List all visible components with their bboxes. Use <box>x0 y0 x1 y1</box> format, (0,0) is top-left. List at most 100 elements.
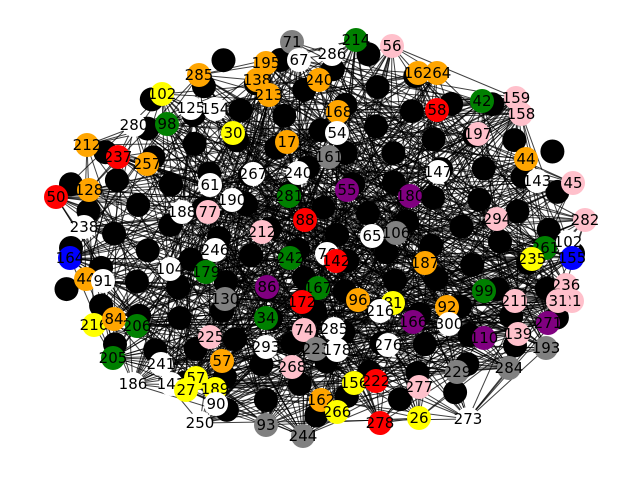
node-label: 205 <box>99 349 128 367</box>
graph-node-unlabeled <box>102 221 126 246</box>
graph-node-unlabeled <box>239 243 264 268</box>
graph-node: 128 <box>75 178 103 202</box>
node-label: 45 <box>563 174 582 192</box>
node-circle <box>368 411 392 435</box>
graph-node: 164 <box>56 246 84 270</box>
node-label: 187 <box>411 254 440 272</box>
node-circle <box>198 173 222 197</box>
graph-node: 300 <box>435 312 464 336</box>
node-circle <box>364 369 388 393</box>
node-circle <box>514 147 538 171</box>
node-label: 34 <box>256 309 275 327</box>
graph-node: 186 <box>119 372 148 396</box>
node-circle <box>306 276 330 300</box>
graph-node: 293 <box>252 335 280 359</box>
node-label: 90 <box>206 395 225 413</box>
node-circle <box>275 130 299 154</box>
node-circle <box>425 61 449 85</box>
graph-node: 88 <box>293 208 317 232</box>
graph-node: 102 <box>148 82 177 106</box>
graph-edge <box>265 346 355 384</box>
node-label: 102 <box>148 85 177 103</box>
graph-node: 26 <box>407 406 431 430</box>
graph-node-unlabeled <box>222 327 247 352</box>
graph-node-unlabeled <box>488 229 512 254</box>
node-label: 130 <box>211 290 240 308</box>
graph-node-unlabeled <box>460 252 485 277</box>
graph-node: 54 <box>325 121 349 145</box>
node-circle <box>135 152 159 176</box>
graph-node: 17 <box>275 130 299 154</box>
node-circle <box>220 188 244 212</box>
node-label: 229 <box>443 363 472 381</box>
node-label: 179 <box>192 263 221 281</box>
graph-node: 213 <box>255 83 283 107</box>
node-label: 110 <box>470 329 499 347</box>
node-circle <box>326 100 350 124</box>
node-circle <box>325 121 349 145</box>
node-label: 139 <box>504 325 533 343</box>
node-label: 88 <box>295 211 314 229</box>
graph-node: 90 <box>204 392 228 416</box>
graph-node: 193 <box>532 336 560 360</box>
graph-node: 238 <box>70 215 99 239</box>
node-label: 280 <box>120 116 149 134</box>
node-circle <box>158 257 182 281</box>
node-label: 67 <box>289 51 308 69</box>
node-circle <box>324 249 348 273</box>
node-circle <box>286 161 310 185</box>
node-circle <box>221 121 245 145</box>
graph-node-unlabeled <box>135 238 160 263</box>
node-circle <box>472 279 496 303</box>
node-circle <box>344 28 368 52</box>
graph-node-unlabeled <box>228 98 253 123</box>
node-circle <box>335 178 359 202</box>
graph-node: 42 <box>470 89 494 113</box>
node-label: 300 <box>435 315 464 333</box>
node-circle <box>485 207 509 231</box>
node-circle <box>506 322 530 346</box>
graph-node-unlabeled <box>364 114 389 139</box>
graph-node-unlabeled <box>412 332 437 357</box>
node-circle <box>149 352 173 376</box>
node-circle <box>155 112 179 136</box>
node-circle <box>307 68 331 92</box>
node-label: 84 <box>104 310 123 328</box>
graph-node: 84 <box>102 307 126 331</box>
node-circle <box>368 299 392 323</box>
node-label: 271 <box>534 314 563 332</box>
graph-node: 162 <box>404 61 432 85</box>
graph-node: 273 <box>454 407 482 431</box>
graph-node: 96 <box>346 288 370 312</box>
node-label: 240 <box>284 164 313 182</box>
node-circle <box>497 356 521 380</box>
graph-edge <box>418 100 483 419</box>
graph-node-unlabeled <box>365 75 390 99</box>
node-circle <box>82 313 106 337</box>
graph-node-unlabeled <box>387 387 412 412</box>
graph-edge <box>288 195 569 243</box>
graph-node: 285 <box>185 63 213 87</box>
graph-node: 222 <box>362 369 390 393</box>
node-label: 186 <box>119 375 148 393</box>
node-label: 44 <box>76 270 95 288</box>
node-label: 238 <box>70 218 99 236</box>
node-circle <box>150 82 174 106</box>
node-label: 57 <box>212 352 231 370</box>
node-circle <box>560 246 584 270</box>
node-circle <box>534 336 558 360</box>
node-circle <box>254 413 278 437</box>
node-circle <box>188 411 212 435</box>
node-label: 206 <box>123 317 152 335</box>
node-circle <box>204 392 228 416</box>
node-circle <box>320 42 344 66</box>
node-circle <box>413 251 437 275</box>
graph-node-unlabeled <box>104 168 129 193</box>
node-label: 168 <box>324 103 353 121</box>
node-circle <box>75 133 99 157</box>
node-circle <box>241 162 265 186</box>
node-circle <box>254 306 278 330</box>
node-label: 93 <box>256 416 275 434</box>
node-label: 180 <box>396 187 425 205</box>
